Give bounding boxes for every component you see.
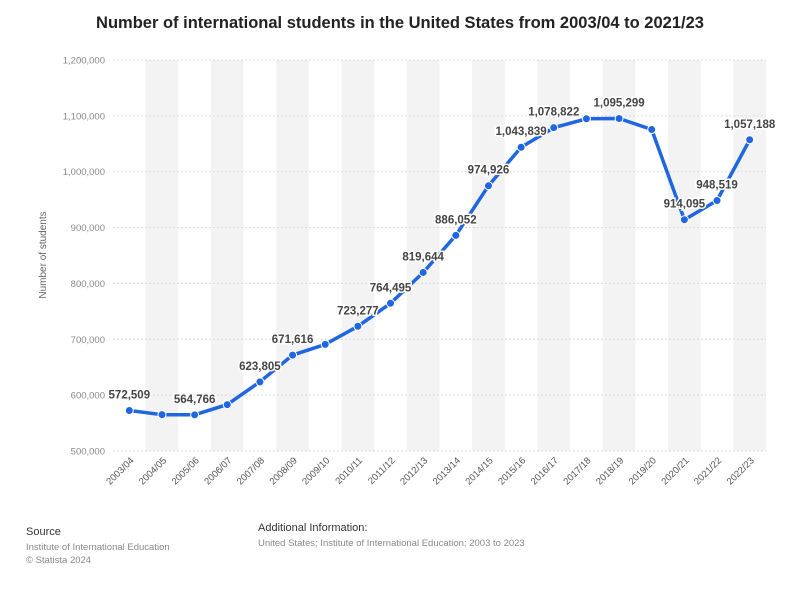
x-tick-label: 2003/04 <box>104 455 136 487</box>
gridlines <box>113 59 766 452</box>
x-tick-label: 2007/08 <box>235 455 267 487</box>
column-band <box>145 60 179 451</box>
data-point <box>647 125 657 135</box>
additional-info-text: United States; Institute of Internationa… <box>258 538 525 549</box>
data-points <box>124 113 755 420</box>
data-point <box>614 113 624 123</box>
data-point <box>483 181 493 191</box>
x-tick-label: 2012/13 <box>398 455 430 487</box>
data-point <box>288 350 298 360</box>
chart-title: Number of international students in the … <box>96 14 704 32</box>
x-tick-label: 2020/21 <box>659 455 691 487</box>
x-tick-label: 2009/10 <box>300 455 332 487</box>
data-point <box>124 405 134 415</box>
series-line <box>127 116 752 417</box>
data-point <box>157 410 167 420</box>
line-chart: 500,000 600,000 700,000 800,000 900,000 1,000… <box>38 56 777 488</box>
data-point <box>255 377 265 387</box>
data-point <box>581 114 591 124</box>
data-label: 974,926 <box>468 165 510 177</box>
data-label: 1,078,822 <box>528 107 579 119</box>
x-tick-label: 2013/14 <box>431 455 463 487</box>
data-point <box>190 410 200 420</box>
column-band <box>276 60 309 451</box>
data-point <box>516 142 526 152</box>
source-heading: Source <box>26 526 61 538</box>
data-point <box>745 135 755 145</box>
data-label: 1,095,299 <box>593 97 644 109</box>
x-tick-label: 2006/07 <box>202 455 234 487</box>
y-tick-label: 1,000,000 <box>63 167 105 178</box>
column-band <box>733 60 766 451</box>
x-tick-label: 2017/18 <box>561 455 593 487</box>
x-tick-label: 2014/15 <box>464 455 496 487</box>
data-label: 819,644 <box>402 251 444 263</box>
y-tick-label: 700,000 <box>71 335 105 346</box>
data-point <box>353 321 363 331</box>
source-block: Source Institute of International Educat… <box>26 526 170 567</box>
additional-info-heading: Additional Information: <box>258 522 368 534</box>
data-point <box>712 195 722 205</box>
data-label: 564,766 <box>174 394 216 406</box>
y-tick-label: 1,100,000 <box>63 111 105 122</box>
x-tick-label: 2018/19 <box>594 455 626 487</box>
copyright-line: © Statista 2024 <box>26 555 92 566</box>
y-tick-label: 600,000 <box>71 391 105 402</box>
data-label: 1,057,188 <box>724 119 776 131</box>
x-tick-label: 2019/20 <box>627 455 659 487</box>
additional-info-block: Additional Information: United States; I… <box>258 522 525 550</box>
x-tick-label: 2004/05 <box>137 455 169 487</box>
source-line[interactable]: Institute of International Education <box>26 542 170 553</box>
x-tick-label: 2011/12 <box>366 455 398 487</box>
column-band <box>341 60 375 451</box>
data-label: 764,495 <box>370 282 412 294</box>
data-label: 723,277 <box>337 305 379 317</box>
data-label: 623,805 <box>239 361 281 373</box>
data-label: 671,616 <box>272 334 314 346</box>
data-label: 1,043,839 <box>496 126 547 138</box>
x-tick-label: 2016/17 <box>529 455 561 487</box>
x-tick-label: 2010/11 <box>333 455 365 487</box>
x-tick-label: 2015/16 <box>496 455 528 487</box>
data-label: 572,509 <box>109 389 151 401</box>
y-tick-label: 800,000 <box>71 279 105 290</box>
x-tick-label: 2022/23 <box>725 455 757 487</box>
data-point <box>451 230 461 240</box>
data-label: 886,052 <box>435 214 477 226</box>
data-point <box>386 298 396 308</box>
column-band <box>210 60 244 451</box>
x-tick-label: 2021/22 <box>692 455 724 487</box>
data-point <box>679 215 689 225</box>
data-point <box>320 339 330 349</box>
data-label: 914,095 <box>664 199 706 211</box>
column-band <box>472 60 505 451</box>
y-axis-ticks: 500,000 600,000 700,000 800,000 900,000 1,000… <box>63 56 105 458</box>
y-tick-label: 900,000 <box>71 223 105 234</box>
column-band <box>406 60 440 451</box>
data-point <box>222 400 232 410</box>
data-point <box>549 123 559 133</box>
x-tick-label: 2005/06 <box>170 455 202 487</box>
data-label: 948,519 <box>696 179 738 191</box>
alternating-column-bands <box>145 60 766 451</box>
column-band <box>668 60 701 451</box>
y-axis-label: Number of students <box>38 211 49 298</box>
y-tick-label: 500,000 <box>71 447 105 458</box>
x-tick-label: 2008/09 <box>268 455 300 487</box>
data-labels: 572,509 564,766 623,805 671,616 723,277 764,4… <box>107 96 777 407</box>
y-tick-label: 1,200,000 <box>63 56 105 67</box>
data-point <box>418 267 428 277</box>
column-band <box>602 60 636 451</box>
x-axis-ticks: 2003/04 2004/05 2005/06 2006/07 2007/08 2008/… <box>104 455 756 487</box>
